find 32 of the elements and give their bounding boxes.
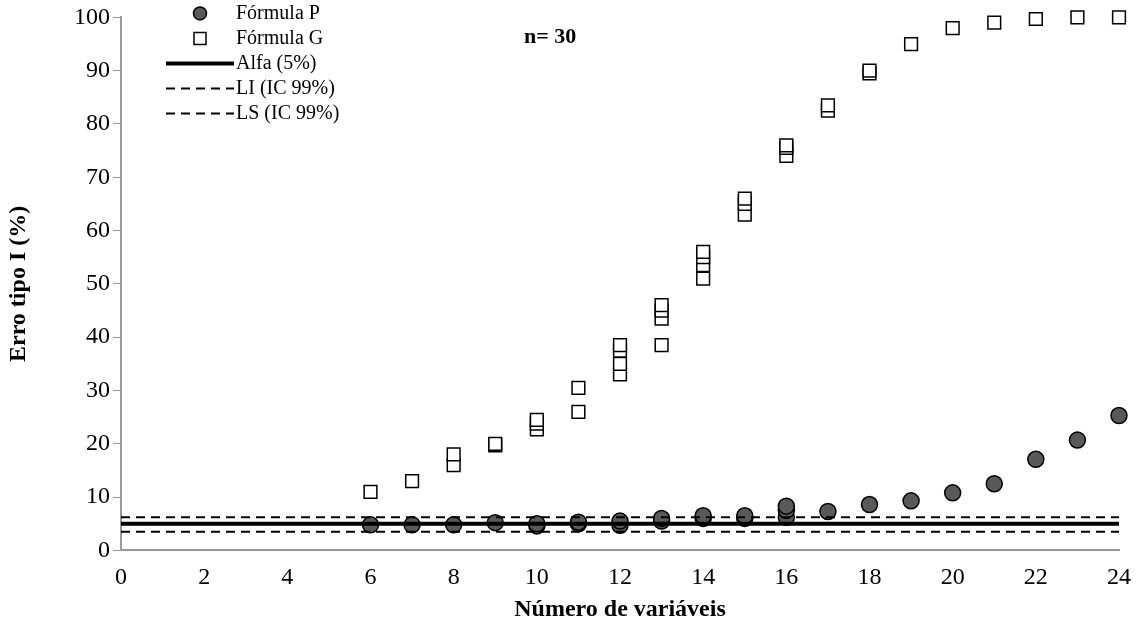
x-tick-label: 24	[1107, 563, 1131, 590]
y-tick-label: 90	[86, 56, 110, 82]
y-tick-label: 40	[86, 322, 110, 349]
legend-label: Fórmula G	[236, 25, 324, 48]
annotation: n= 30	[524, 23, 577, 49]
y-tick-label: 0	[98, 535, 110, 562]
x-tick-label: 0	[115, 563, 127, 590]
legend-label: LS (IC 99%)	[236, 100, 340, 124]
y-tick-label: 10	[86, 482, 110, 509]
x-axis-title: Número de variáveis	[514, 594, 726, 621]
y-tick-label: 60	[86, 215, 110, 242]
y-axis-title: Erro tipo I (%)	[3, 205, 30, 363]
y-tick-label: 20	[86, 429, 110, 456]
legend-label: Fórmula P	[236, 0, 320, 23]
y-tick-label: 30	[86, 375, 110, 402]
x-tick-label: 8	[447, 563, 460, 590]
x-tick-label: 16	[774, 563, 799, 590]
y-tick-label: 100	[74, 2, 110, 29]
legend-label: Alfa (5%)	[236, 50, 317, 74]
x-tick-label: 10	[524, 563, 549, 590]
y-tick-label: 80	[86, 109, 110, 136]
x-tick-label: 6	[364, 563, 377, 590]
x-tick-label: 12	[608, 563, 632, 590]
x-tick-label: 4	[281, 563, 294, 590]
x-tick-label: 2	[198, 563, 211, 590]
x-tick-label: 22	[1023, 563, 1048, 590]
y-tick-label: 70	[86, 162, 110, 189]
x-tick-label: 14	[691, 563, 716, 590]
legend-label: LI (IC 99%)	[236, 75, 335, 99]
x-tick-label: 20	[940, 563, 965, 590]
x-tick-label: 18	[857, 563, 882, 590]
y-tick-label: 50	[86, 269, 110, 296]
